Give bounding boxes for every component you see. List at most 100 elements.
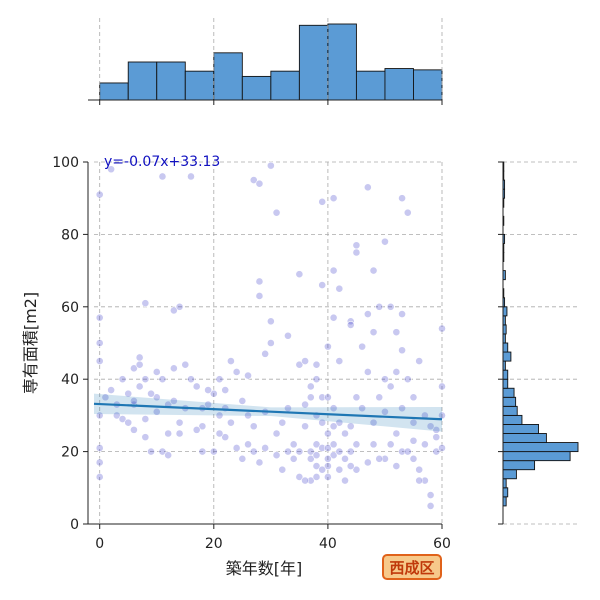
region-badge: 西成区 <box>382 554 442 580</box>
scatter-point <box>369 440 378 449</box>
top-histogram-bar <box>127 61 158 101</box>
scatter-point <box>301 422 309 431</box>
right-histogram-bar <box>502 342 509 353</box>
scatter-point <box>409 393 418 402</box>
scatter-point <box>312 440 321 449</box>
scatter-point <box>95 357 104 365</box>
scatter-point <box>158 375 167 384</box>
scatter-point <box>169 364 178 373</box>
right-histogram-bar <box>502 487 509 498</box>
scatter-point <box>227 418 235 427</box>
right-histogram-bar <box>502 433 547 444</box>
scatter-point <box>420 440 429 449</box>
scatter-point <box>266 317 275 326</box>
scatter-point <box>363 183 372 192</box>
scatter-points <box>95 161 446 510</box>
right-histogram-bar <box>502 405 518 416</box>
scatter-point <box>295 473 304 481</box>
scatter-point <box>318 197 327 206</box>
scatter-point <box>438 444 446 452</box>
scatter-point <box>352 241 361 250</box>
y-tick-label: 20 <box>61 445 79 461</box>
scatter-point <box>255 179 264 188</box>
scatter-point <box>101 393 110 402</box>
scatter-point <box>147 447 155 456</box>
scatter-point <box>415 465 424 474</box>
scatter-point <box>130 425 138 434</box>
scatter-point <box>289 454 298 463</box>
scatter-point <box>312 473 321 481</box>
scatter-point <box>164 429 173 438</box>
scatter-point <box>346 422 355 431</box>
scatter-point <box>124 418 133 427</box>
scatter-point <box>318 393 327 402</box>
top-histogram-bar <box>298 24 329 101</box>
right-histogram-bar <box>502 351 512 362</box>
right-histogram-bar <box>502 306 508 317</box>
scatter-point <box>95 458 104 467</box>
scatter-point <box>209 389 218 398</box>
scatter-point <box>232 368 241 376</box>
scatter-point <box>341 429 349 438</box>
scatter-point <box>324 393 332 402</box>
scatter-point <box>432 447 441 456</box>
scatter-point <box>341 476 349 485</box>
scatter-point <box>249 422 258 431</box>
scatter-point <box>324 444 332 452</box>
scatter-point <box>118 415 127 423</box>
scatter-point <box>107 386 116 394</box>
right-histogram-bar <box>502 378 509 389</box>
scatter-point <box>238 397 247 405</box>
scatter-point <box>95 339 104 347</box>
top-histogram-bar <box>413 69 443 101</box>
scatter-point <box>141 433 150 442</box>
right-histogram-bar <box>502 460 536 471</box>
scatter-point <box>192 382 201 391</box>
scatter-point <box>164 451 173 460</box>
scatter-point <box>158 172 167 181</box>
scatter-point <box>329 313 338 322</box>
scatter-point <box>352 393 361 402</box>
top-histogram-bar <box>270 70 300 101</box>
scatter-point <box>318 465 327 474</box>
x-tick-label: 60 <box>433 536 451 552</box>
top-histogram-bar <box>184 70 215 101</box>
scatter-point <box>415 357 424 365</box>
scatter-point <box>130 364 138 373</box>
top-histogram-bar <box>156 61 186 101</box>
scatter-point <box>301 400 309 409</box>
scatter-point <box>375 454 384 463</box>
scatter-point <box>324 342 332 351</box>
right-histogram-bar <box>502 442 579 453</box>
scatter-point <box>249 447 258 456</box>
scatter-point <box>187 375 195 384</box>
scatter-point <box>375 302 384 311</box>
scatter-point <box>284 447 292 456</box>
scatter-point <box>335 465 344 474</box>
scatter-point <box>278 418 287 427</box>
scatter-point <box>329 266 338 275</box>
scatter-point <box>335 447 344 456</box>
scatter-point <box>369 266 378 275</box>
scatter-point <box>175 418 184 427</box>
scatter-point <box>152 407 161 416</box>
scatter-point <box>318 281 327 289</box>
x-tick-label: 20 <box>205 536 223 552</box>
scatter-point <box>329 422 338 431</box>
y-tick-label: 60 <box>61 300 79 316</box>
scatter-point <box>329 404 338 413</box>
scatter-point <box>346 447 355 456</box>
top-histogram-bar <box>241 75 272 101</box>
scatter-point <box>169 397 178 405</box>
top-histogram-bar <box>213 52 243 101</box>
scatter-point <box>295 447 304 456</box>
scatter-point <box>335 357 344 365</box>
right-histogram-bar <box>502 396 517 407</box>
scatter-point <box>272 208 281 217</box>
axes: 0 20 40 60 0 20 40 60 80 100 <box>52 155 451 552</box>
scatter-point <box>324 473 332 481</box>
scatter-point <box>261 349 270 358</box>
scatter-point <box>403 208 412 217</box>
scatter-point <box>169 306 178 315</box>
regression-line-path <box>93 402 443 421</box>
